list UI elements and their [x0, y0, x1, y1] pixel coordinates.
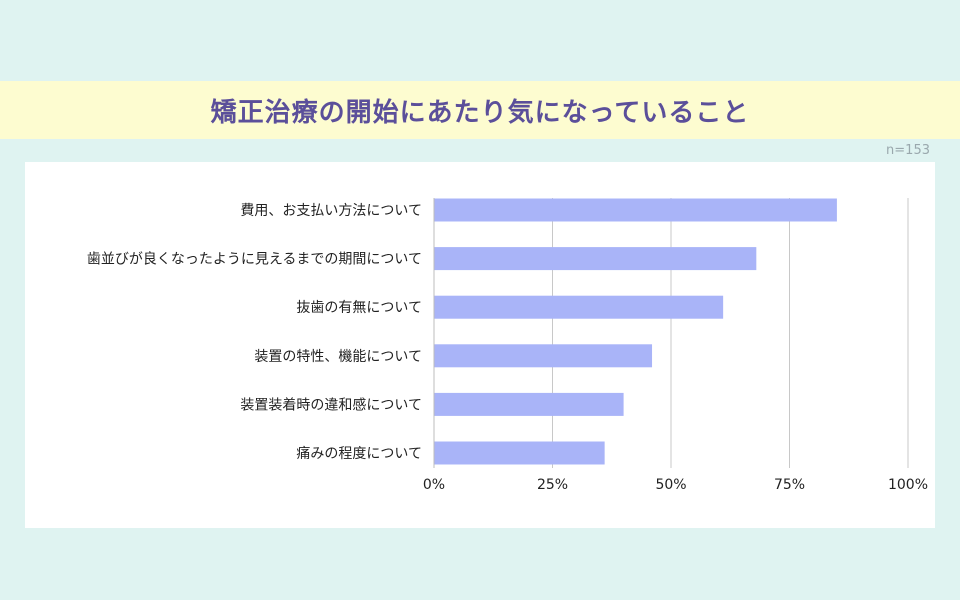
x-tick-label-75: 75%	[774, 477, 805, 493]
bar-2	[434, 295, 724, 319]
x-tick-label-25: 25%	[537, 477, 568, 493]
category-label-1: 歯並びが良くなったように見えるまでの期間について	[87, 252, 422, 268]
x-tick-label-100: 100%	[888, 477, 928, 493]
category-label-0: 費用、お支払い方法について	[240, 203, 422, 219]
category-label-4: 装置装着時の違和感について	[240, 396, 422, 413]
chart-card: 費用、お支払い方法について歯並びが良くなったように見えるまでの期間について抜歯の…	[25, 162, 935, 528]
bar-3	[434, 344, 653, 368]
category-label-5: 痛みの程度について	[296, 445, 422, 462]
sample-size-label: n=153	[886, 143, 930, 158]
category-label-3: 装置の特性、機能について	[254, 349, 422, 365]
x-tick-label-50: 50%	[655, 477, 686, 493]
bar-1	[434, 247, 757, 271]
x-tick-label-0: 0%	[423, 477, 445, 493]
bar-5	[434, 441, 605, 465]
bar-chart: 費用、お支払い方法について歯並びが良くなったように見えるまでの期間について抜歯の…	[87, 198, 928, 493]
bar-0	[434, 198, 837, 222]
chart-title: 矯正治療の開始にあたり気になっていること	[210, 97, 750, 128]
category-label-2: 抜歯の有無について	[296, 300, 422, 316]
title-band: 矯正治療の開始にあたり気になっていること	[0, 81, 960, 139]
bar-4	[434, 392, 624, 416]
